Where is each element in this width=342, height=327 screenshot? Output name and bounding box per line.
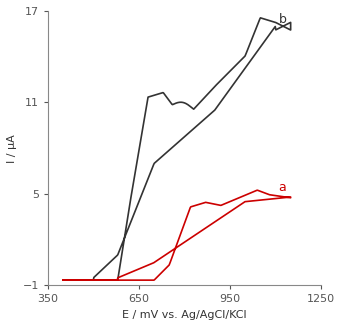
X-axis label: E / mV vs. Ag/AgCl/KCl: E / mV vs. Ag/AgCl/KCl bbox=[122, 310, 247, 320]
Text: b: b bbox=[278, 13, 286, 26]
Text: a: a bbox=[278, 181, 286, 194]
Y-axis label: I / μA: I / μA bbox=[7, 134, 17, 163]
